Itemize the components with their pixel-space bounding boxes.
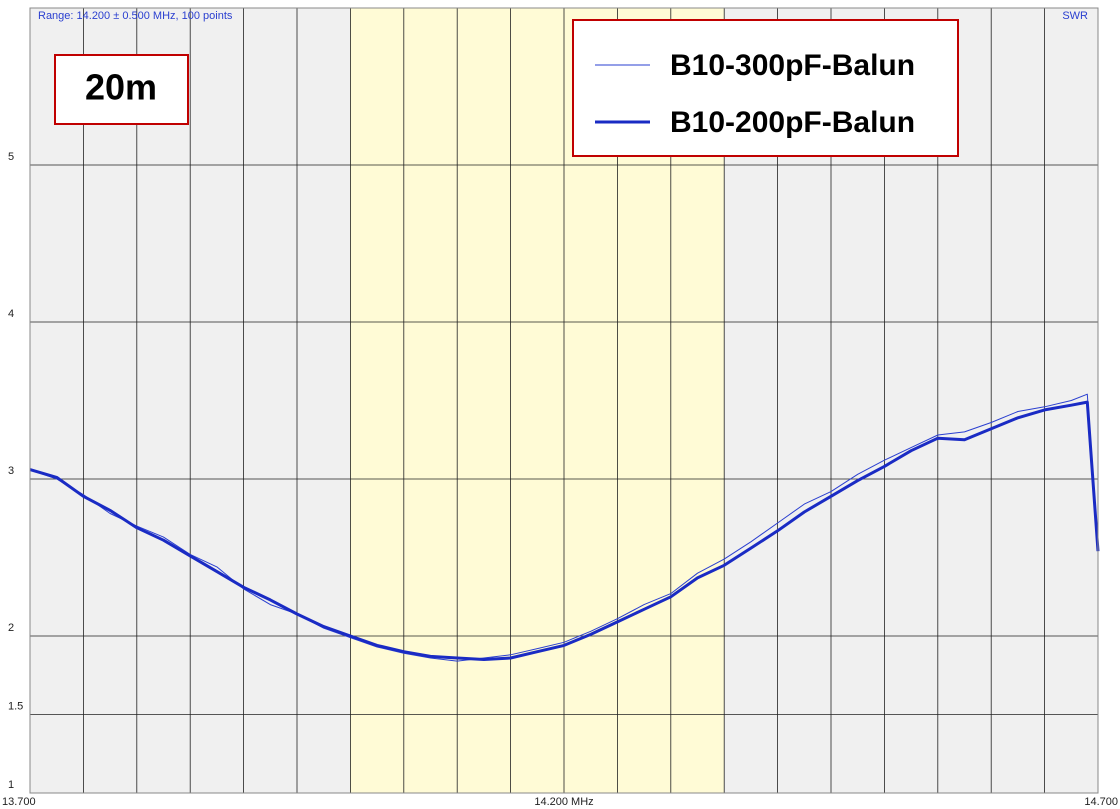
x-tick-label: 13.700	[2, 796, 36, 808]
series-line	[29, 400, 1100, 661]
y-tick-label: 4	[8, 308, 14, 320]
legend-label: B10-200pF-Balun	[670, 106, 915, 139]
y-tick-label: 3	[8, 465, 14, 477]
header: Range: 14.200 ± 0.500 MHz, 100 points	[38, 10, 233, 22]
x-tick-label: 14.700	[1084, 796, 1118, 808]
legend	[572, 19, 959, 157]
y-label: SWR	[1062, 10, 1088, 22]
band-box	[54, 54, 189, 125]
band-label: 20m	[85, 67, 157, 108]
y-tick-label: 1	[8, 779, 14, 791]
y-tick-label: 2	[8, 622, 14, 634]
x-tick-label: 14.200 MHz	[534, 796, 593, 808]
y-tick-label: 1.5	[8, 700, 23, 712]
y-tick-label: 5	[8, 151, 14, 163]
legend-label: B10-300pF-Balun	[670, 49, 915, 82]
plot-frame	[29, 7, 1099, 794]
series-line	[29, 393, 1099, 662]
